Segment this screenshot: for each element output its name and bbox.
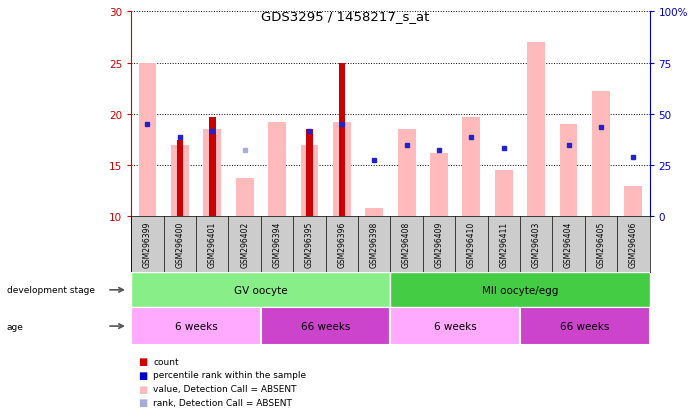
Bar — [236, 179, 254, 217]
Text: GSM296398: GSM296398 — [370, 221, 379, 268]
Bar — [430, 154, 448, 217]
Bar — [177, 140, 183, 217]
Text: 66 weeks: 66 weeks — [301, 321, 350, 331]
Bar — [398, 130, 415, 217]
Text: ■: ■ — [138, 356, 147, 366]
Text: GDS3295 / 1458217_s_at: GDS3295 / 1458217_s_at — [261, 10, 430, 23]
Text: 66 weeks: 66 weeks — [560, 321, 609, 331]
Text: percentile rank within the sample: percentile rank within the sample — [153, 370, 307, 380]
Text: GSM296399: GSM296399 — [143, 221, 152, 268]
Text: GSM296404: GSM296404 — [564, 221, 573, 268]
Bar — [625, 186, 642, 217]
Text: ■: ■ — [138, 384, 147, 394]
Text: GSM296410: GSM296410 — [467, 221, 476, 268]
Text: age: age — [7, 322, 23, 331]
Bar — [268, 123, 286, 217]
Text: count: count — [153, 357, 179, 366]
Bar — [462, 118, 480, 217]
Bar — [301, 145, 319, 217]
Text: GSM296401: GSM296401 — [208, 221, 217, 268]
Bar — [131, 308, 261, 345]
Text: GSM296406: GSM296406 — [629, 221, 638, 268]
Text: MII oocyte/egg: MII oocyte/egg — [482, 285, 558, 295]
Text: value, Detection Call = ABSENT: value, Detection Call = ABSENT — [153, 384, 297, 393]
Text: GV oocyte: GV oocyte — [234, 285, 287, 295]
Text: GSM296408: GSM296408 — [402, 221, 411, 268]
Text: GSM296394: GSM296394 — [272, 221, 281, 268]
Bar — [209, 118, 216, 217]
Bar — [520, 308, 650, 345]
Bar — [171, 145, 189, 217]
Text: GSM296403: GSM296403 — [531, 221, 540, 268]
Bar — [560, 125, 578, 217]
Text: GSM296400: GSM296400 — [176, 221, 184, 268]
Bar — [339, 64, 345, 217]
Bar — [139, 64, 156, 217]
Text: development stage: development stage — [7, 286, 95, 294]
Bar — [306, 130, 312, 217]
Text: GSM296395: GSM296395 — [305, 221, 314, 268]
Text: GSM296402: GSM296402 — [240, 221, 249, 268]
Text: ■: ■ — [138, 370, 147, 380]
Text: 6 weeks: 6 weeks — [434, 321, 477, 331]
Bar — [203, 130, 221, 217]
Text: GSM296411: GSM296411 — [500, 221, 509, 267]
Text: rank, Detection Call = ABSENT: rank, Detection Call = ABSENT — [153, 398, 292, 407]
Bar — [333, 123, 351, 217]
Text: GSM296396: GSM296396 — [337, 221, 346, 268]
Text: ■: ■ — [138, 397, 147, 407]
Bar — [527, 43, 545, 217]
Bar — [366, 209, 383, 217]
Bar — [261, 308, 390, 345]
Text: GSM296405: GSM296405 — [596, 221, 605, 268]
Bar — [390, 308, 520, 345]
Text: GSM296409: GSM296409 — [435, 221, 444, 268]
Bar — [495, 171, 513, 217]
Bar — [131, 273, 390, 308]
Text: 6 weeks: 6 weeks — [175, 321, 218, 331]
Bar — [592, 92, 610, 217]
Bar — [390, 273, 650, 308]
